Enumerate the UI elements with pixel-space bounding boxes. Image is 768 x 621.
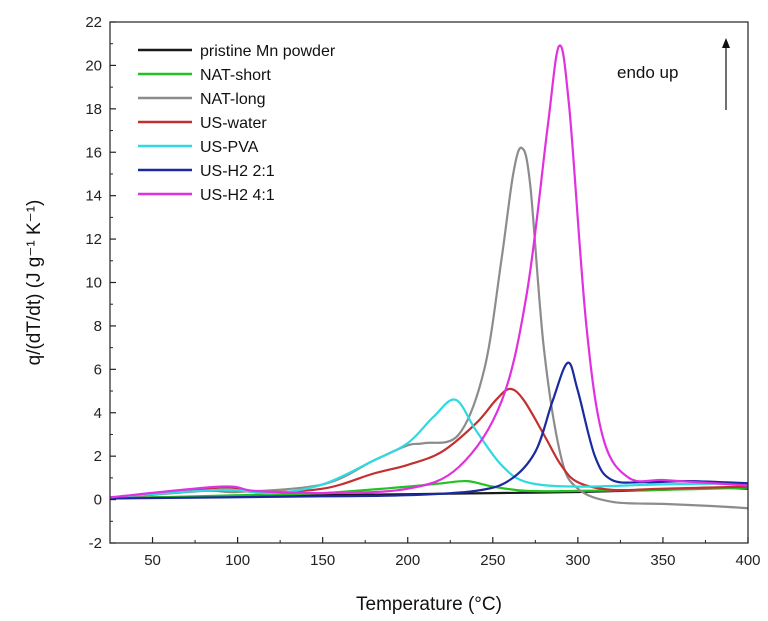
legend-label-4: US-PVA: [200, 139, 259, 156]
endo-up-annotation: endo up: [617, 38, 730, 110]
series-line-4: [110, 398, 748, 499]
legend-label-2: NAT-long: [200, 91, 266, 108]
series-line-6: [110, 44, 748, 499]
y-tick-label: 10: [85, 275, 102, 292]
y-axis-title: q/(dT/dt) (J g⁻¹ K⁻¹): [24, 200, 45, 366]
x-tick-label: 50: [144, 552, 161, 569]
legend: pristine Mn powder NAT-short NAT-long US-wa…: [138, 43, 336, 204]
x-axis-title: Temperature (°C): [356, 594, 502, 615]
y-tick-label: 6: [94, 361, 102, 378]
y-tick-label: 0: [94, 492, 102, 509]
x-tick-label: 300: [565, 552, 590, 569]
y-tick-label: 22: [85, 14, 102, 31]
y-tick-label: 20: [85, 57, 102, 74]
legend-label-0: pristine Mn powder: [200, 43, 336, 60]
ticks-layer: 50 100 150 200 250 300 350 400 -2 0 2 4 6 8 10 12 14 16 18…: [85, 14, 760, 569]
legend-label-1: NAT-short: [200, 67, 271, 84]
legend-label-5: US-H2 2:1: [200, 163, 275, 180]
x-tick-label: 250: [480, 552, 505, 569]
y-tick-label: -2: [89, 535, 102, 552]
x-tick-label: 150: [310, 552, 335, 569]
x-tick-label: 100: [225, 552, 250, 569]
x-tick-label: 200: [395, 552, 420, 569]
endo-up-arrow-head: [722, 38, 730, 48]
y-tick-label: 16: [85, 144, 102, 161]
legend-label-3: US-water: [200, 115, 267, 132]
y-tick-label: 8: [94, 318, 102, 335]
series-layer: [110, 44, 748, 510]
x-tick-label: 350: [650, 552, 675, 569]
y-tick-label: 2: [94, 448, 102, 465]
legend-label-6: US-H2 4:1: [200, 187, 275, 204]
series-line-5: [110, 361, 748, 500]
y-tick-label: 18: [85, 101, 102, 118]
y-tick-label: 12: [85, 231, 102, 248]
y-tick-label: 14: [85, 188, 102, 205]
endo-up-label: endo up: [617, 63, 678, 82]
x-tick-label: 400: [735, 552, 760, 569]
y-tick-label: 4: [94, 405, 102, 422]
